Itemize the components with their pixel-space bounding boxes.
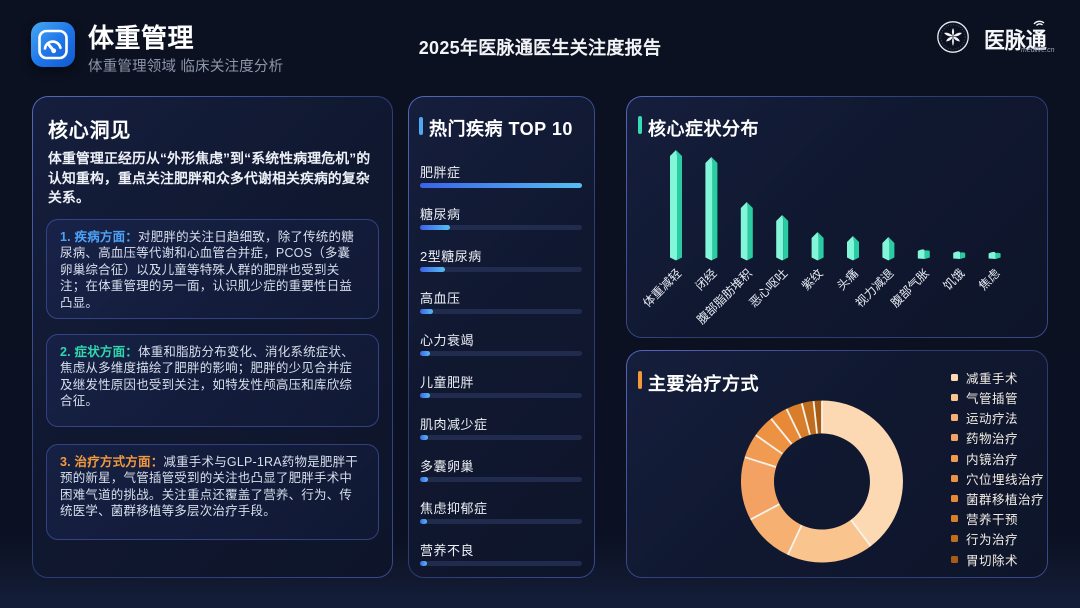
svg-text:视力减退: 视力减退 bbox=[852, 266, 897, 311]
svg-text:焦虑: 焦虑 bbox=[976, 266, 1003, 293]
svg-text:饥饿: 饥饿 bbox=[940, 266, 967, 293]
svg-text:恶心呕吐: 恶心呕吐 bbox=[746, 266, 790, 310]
svg-text:紫纹: 紫纹 bbox=[799, 266, 826, 293]
svg-text:体重减轻: 体重减轻 bbox=[640, 266, 684, 310]
svg-text:头痛: 头痛 bbox=[834, 266, 862, 294]
svg-text:腹部气胀: 腹部气胀 bbox=[887, 266, 932, 311]
svg-text:闭经: 闭经 bbox=[693, 266, 720, 293]
